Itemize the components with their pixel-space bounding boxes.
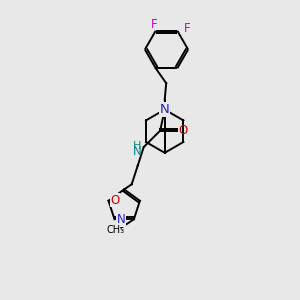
Text: N: N [160, 103, 169, 116]
Text: CH₃: CH₃ [107, 225, 125, 235]
Text: O: O [110, 194, 120, 207]
Text: F: F [151, 18, 158, 31]
Text: N: N [117, 213, 125, 226]
Text: O: O [178, 124, 187, 136]
Text: N: N [133, 146, 142, 158]
Text: F: F [184, 22, 190, 35]
Text: H: H [133, 141, 141, 151]
